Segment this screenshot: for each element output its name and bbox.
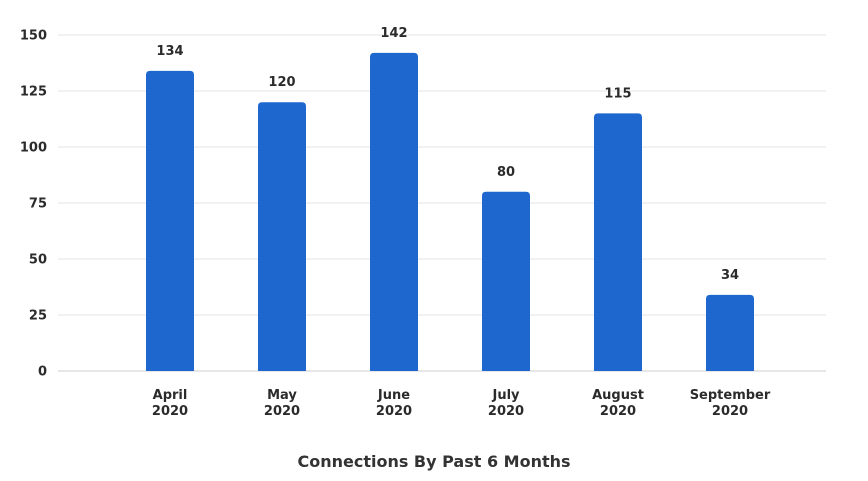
x-tick-label-year: 2020 [712,404,748,419]
data-label: 115 [604,86,631,101]
y-tick-label: 50 [29,253,47,268]
bar [146,70,194,371]
x-tick-label: April [153,388,188,403]
x-tick-label-year: 2020 [488,404,524,419]
bar [482,191,530,371]
bar [258,102,306,371]
x-tick-label-year: 2020 [600,404,636,419]
x-tick-label: June [377,388,410,403]
bar [370,52,418,372]
y-tick-label: 150 [20,29,47,44]
x-tick-label: July [491,388,520,403]
y-tick-label: 25 [29,309,47,324]
bar [594,113,642,372]
y-tick-label: 75 [29,197,47,212]
y-tick-label: 125 [20,85,47,100]
data-label: 120 [268,75,295,90]
data-label: 142 [380,26,407,41]
x-tick-label-year: 2020 [376,404,412,419]
bar [706,294,754,371]
chart-title: Connections By Past 6 Months [297,452,571,471]
x-tick-label-year: 2020 [152,404,188,419]
x-tick-label: May [267,388,297,403]
y-tick-label: 100 [20,141,47,156]
data-label: 134 [156,44,183,59]
data-label: 80 [497,165,515,180]
x-tick-label-year: 2020 [264,404,300,419]
data-label: 34 [721,268,739,283]
x-tick-label: August [592,388,644,403]
x-tick-label: September [690,388,771,403]
y-tick-label: 0 [38,365,47,380]
